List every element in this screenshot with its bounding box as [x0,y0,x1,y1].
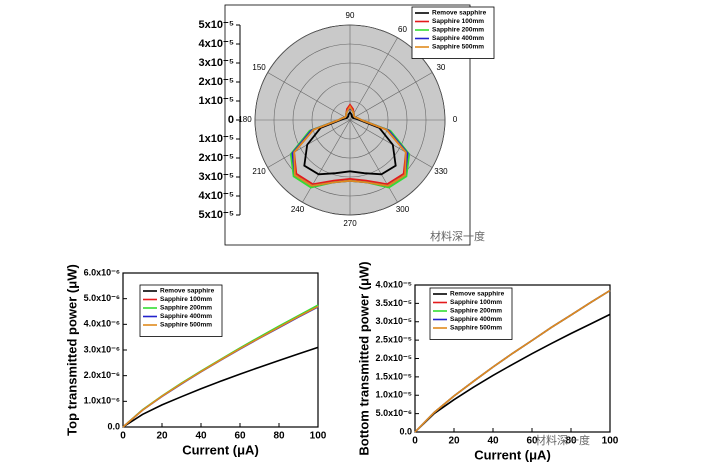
r-tick-label: 0 [228,114,234,126]
legend-label: Sapphire 200mm [432,27,484,34]
x-tick-label: 60 [526,436,538,447]
y-tick-label: 5.0x10⁻⁶ [376,408,412,418]
legend-label: Sapphire 500mm [160,322,212,329]
series-line [122,305,319,428]
x-axis-label: Current (μA) [182,442,259,457]
legend-box [411,6,495,59]
watermark: 材料深一度 [535,433,590,447]
legend-label: Sapphire 100mm [432,18,484,25]
theta-tick-label: 330 [434,167,448,176]
y-tick-label: 4.0x10⁻⁶ [84,319,120,329]
y-tick-label: 2.5x10⁻⁵ [375,335,412,345]
theta-tick-label: 240 [291,205,305,214]
y-tick-label: 1.5x10⁻⁵ [375,371,412,381]
theta-tick-label: 0 [453,115,458,124]
x-tick-label: 40 [487,436,499,447]
x-tick-label: 0 [120,431,126,442]
r-tick-label: 2x10⁻⁵ [199,76,234,88]
series-curve [293,104,407,187]
x-tick-label: 80 [565,436,577,447]
legend-label: Sapphire 400mm [432,35,484,42]
r-tick-label: 1x10⁻⁵ [199,95,234,107]
theta-tick-label: 90 [346,11,355,20]
y-tick-label: 0.0 [107,421,120,431]
y-tick-label: 3.5x10⁻⁵ [375,298,412,308]
legend-box [139,284,223,337]
y-axis-label: Top transmitted power (μW) [64,264,79,436]
x-tick-label: 0 [412,436,418,447]
theta-tick-label: 150 [252,63,266,72]
y-tick-label: 3.0x10⁻⁵ [375,316,412,326]
y-tick-label: 2.0x10⁻⁶ [84,370,120,380]
r-tick-label: 4x10⁻⁵ [199,38,234,50]
y-tick-label: 5.0x10⁻⁶ [84,293,120,303]
grid-spoke [349,37,398,121]
theta-tick-label: 60 [398,25,407,34]
legend-label: Sapphire 400mm [450,316,502,323]
legend-label: Sapphire 200mm [160,305,212,312]
legend-label: Sapphire 500mm [450,325,502,332]
series-line [414,289,611,433]
theta-tick-label: 30 [436,63,445,72]
x-axis-label: Current (μA) [474,447,551,462]
legend-label: Remove sapphire [160,288,215,295]
y-tick-label: 3.0x10⁻⁶ [84,344,120,354]
theta-tick-label: 270 [343,219,357,228]
legend-label: Sapphire 200mm [450,308,502,315]
grid-spoke [349,119,398,203]
legend-label: Remove sapphire [450,291,505,298]
legend-label: Sapphire 100mm [450,299,502,306]
watermark: 材料深一度 [430,229,485,243]
x-tick-label: 100 [602,436,619,447]
legend-label: Remove sapphire [432,10,487,17]
legend-box [429,287,513,340]
theta-tick-label: 180 [238,115,252,124]
x-tick-label: 80 [273,431,285,442]
r-tick-label: 5x10⁻⁵ [199,19,234,31]
r-tick-label: 4x10⁻⁵ [199,190,234,202]
x-tick-label: 100 [310,431,327,442]
legend-label: Sapphire 100mm [160,296,212,303]
r-tick-label: 1x10⁻⁵ [199,133,234,145]
grid-spoke [302,119,351,203]
theta-tick-label: 300 [396,205,410,214]
y-axis-label: Bottom transmitted power (μW) [356,261,371,455]
r-tick-label: 3x10⁻⁵ [199,57,234,69]
legend-label: Sapphire 400mm [160,313,212,320]
y-tick-label: 6.0x10⁻⁶ [84,267,120,277]
y-tick-label: 2.0x10⁻⁵ [375,353,412,363]
grid-spoke [349,72,433,121]
grid-spoke [267,72,351,121]
x-tick-label: 60 [234,431,246,442]
x-tick-label: 20 [448,436,460,447]
y-tick-label: 0.0 [399,426,412,436]
y-tick-label: 1.0x10⁻⁵ [375,390,412,400]
x-tick-label: 20 [156,431,168,442]
series-line [414,313,611,433]
theta-tick-label: 210 [252,167,266,176]
y-tick-label: 1.0x10⁻⁶ [84,396,120,406]
series-line [122,346,319,428]
x-tick-label: 40 [195,431,207,442]
r-tick-label: 5x10⁻⁵ [199,209,234,221]
y-tick-label: 4.0x10⁻⁵ [375,279,412,289]
r-tick-label: 3x10⁻⁵ [199,171,234,183]
legend-label: Sapphire 500mm [432,44,484,51]
r-tick-label: 2x10⁻⁵ [199,152,234,164]
